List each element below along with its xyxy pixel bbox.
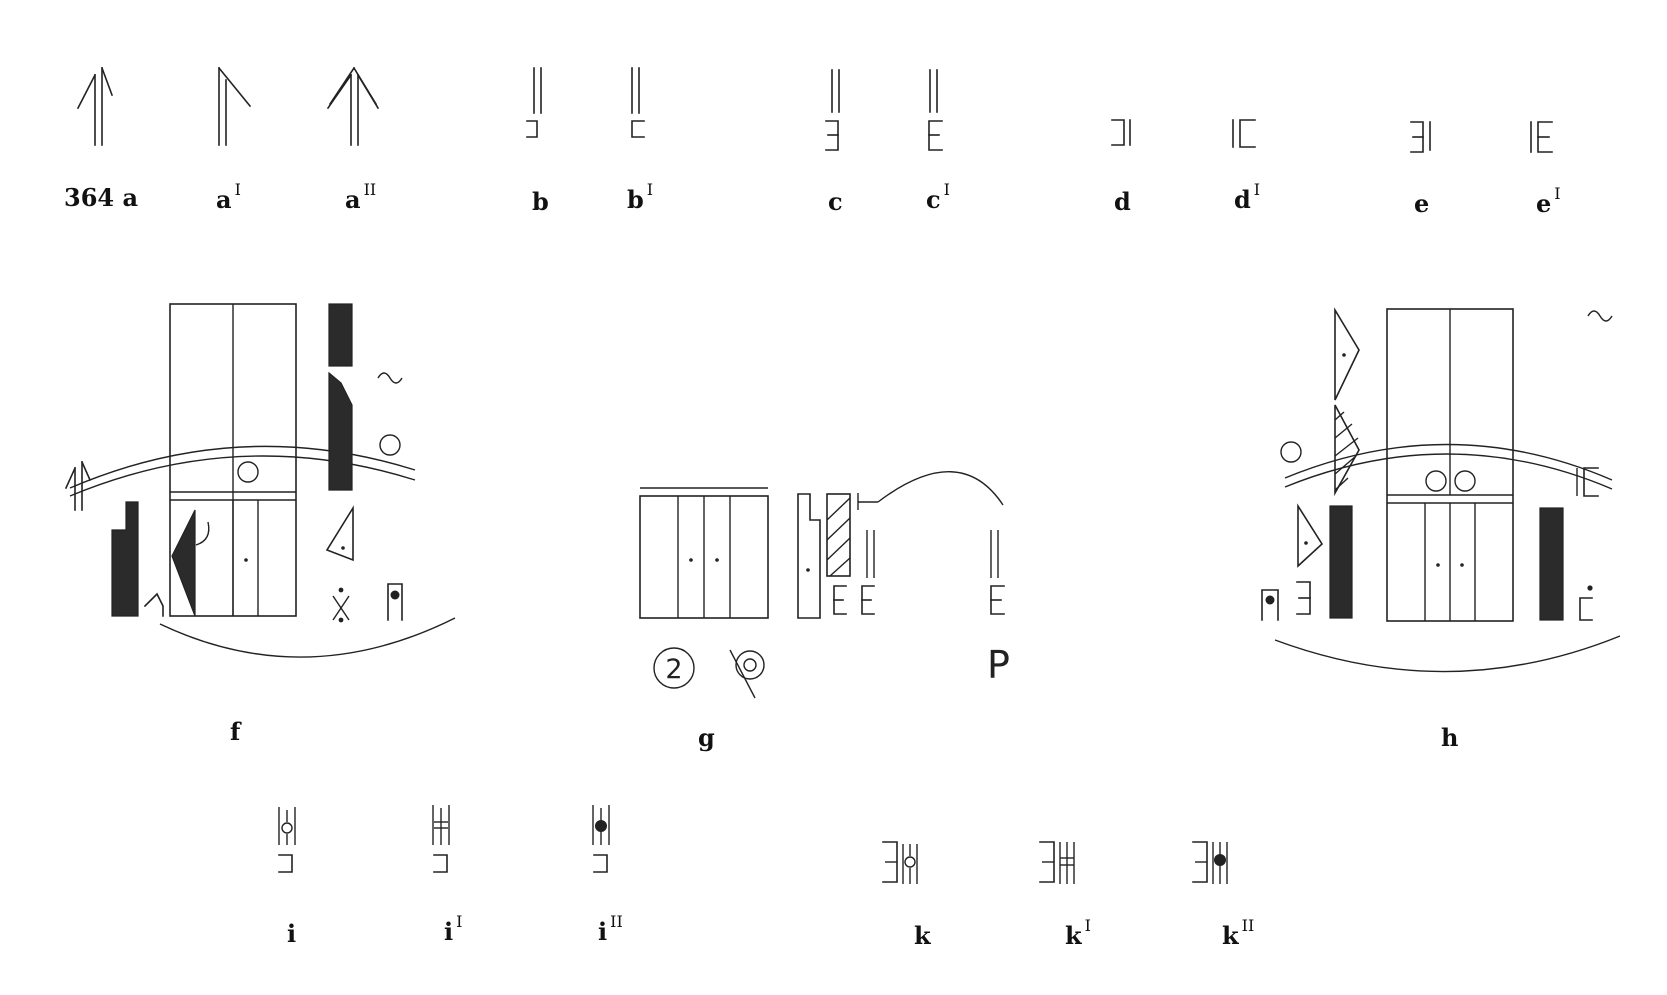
symbol-e [1410, 121, 1431, 153]
symbol-i [278, 807, 296, 873]
label-k-prime-text: k [1065, 921, 1082, 950]
symbol-a-prime [217, 66, 252, 146]
prime-mark: II [363, 180, 377, 199]
label-e-prime-text: e [1536, 189, 1552, 218]
label-a-double-prime: a II [345, 182, 376, 214]
symbol-i-double-prime [592, 805, 610, 873]
prime-mark: II [1241, 916, 1255, 935]
prime-mark: I [456, 912, 463, 931]
label-k-double-prime-text: k [1222, 921, 1239, 950]
dark-bar-left [111, 501, 139, 617]
dark-bar-right [1539, 507, 1564, 621]
diagram-f [64, 303, 456, 658]
label-a-text: 364 a [64, 183, 139, 212]
symbol-b [526, 67, 542, 138]
prime-mark: I [943, 180, 950, 199]
prime-mark: I [234, 180, 241, 199]
dark-triangle [171, 509, 196, 617]
symbol-e-prime [1530, 121, 1553, 153]
label-i: i [287, 922, 296, 946]
prime-mark: I [1554, 184, 1561, 203]
tilde-icon [1587, 310, 1613, 322]
symbol-k-prime [1039, 841, 1075, 884]
symbol-k-double-prime [1192, 841, 1228, 884]
label-k-double-prime: k II [1222, 918, 1254, 950]
label-h: h [1441, 726, 1458, 750]
label-b-prime-text: b [627, 185, 644, 214]
dark-bar-left [1329, 505, 1353, 619]
label-h-text: h [1441, 723, 1459, 752]
label-c: c [828, 190, 843, 214]
symbol-a-double-prime [326, 66, 380, 146]
label-a-prime-text: a [216, 185, 232, 214]
label-k-text: k [914, 921, 931, 950]
label-i-text: i [287, 919, 297, 948]
prime-mark: I [646, 180, 654, 199]
diagram-h [1261, 307, 1621, 673]
label-a-double-prime-text: a [345, 185, 361, 214]
prime-mark: I [1084, 916, 1091, 935]
diagram-g: 2 P [639, 471, 1010, 699]
prime-mark: II [610, 912, 623, 931]
label-e-text: e [1414, 189, 1430, 218]
label-f-text: f [230, 717, 241, 746]
label-d-prime-text: d [1234, 185, 1251, 214]
label-e: e [1414, 192, 1429, 216]
label-b-text: b [532, 187, 549, 216]
label-d: d [1114, 190, 1131, 214]
symbol-d-prime [1232, 119, 1256, 148]
label-i-prime-text: i [444, 917, 454, 946]
circle-numeral: 2 [665, 654, 682, 685]
symbol-a [76, 66, 114, 146]
circle-icon [237, 461, 259, 483]
symbol-c [825, 69, 840, 151]
label-g: g [698, 726, 715, 750]
symbol-d [1111, 119, 1131, 146]
label-a: 364 a [64, 186, 138, 210]
prime-mark: I [1253, 180, 1261, 199]
p-sign: P [987, 643, 1010, 687]
label-c-prime-text: c [926, 185, 941, 214]
label-d-text: d [1114, 187, 1131, 216]
label-i-double-prime: i II [598, 914, 623, 946]
symbol-c-prime [928, 69, 943, 151]
label-f: f [230, 720, 240, 744]
tilde-icon [377, 372, 403, 384]
label-b: b [532, 190, 549, 214]
label-c-text: c [828, 187, 843, 216]
label-i-double-prime-text: i [598, 917, 608, 946]
dark-bar-right [328, 371, 353, 491]
symbol-i-prime [432, 805, 450, 873]
dark-bar-top-right [328, 303, 353, 367]
symbol-k [882, 841, 918, 884]
label-k: k [914, 924, 931, 948]
symbol-b-prime [631, 67, 645, 138]
label-g-text: g [698, 723, 715, 752]
